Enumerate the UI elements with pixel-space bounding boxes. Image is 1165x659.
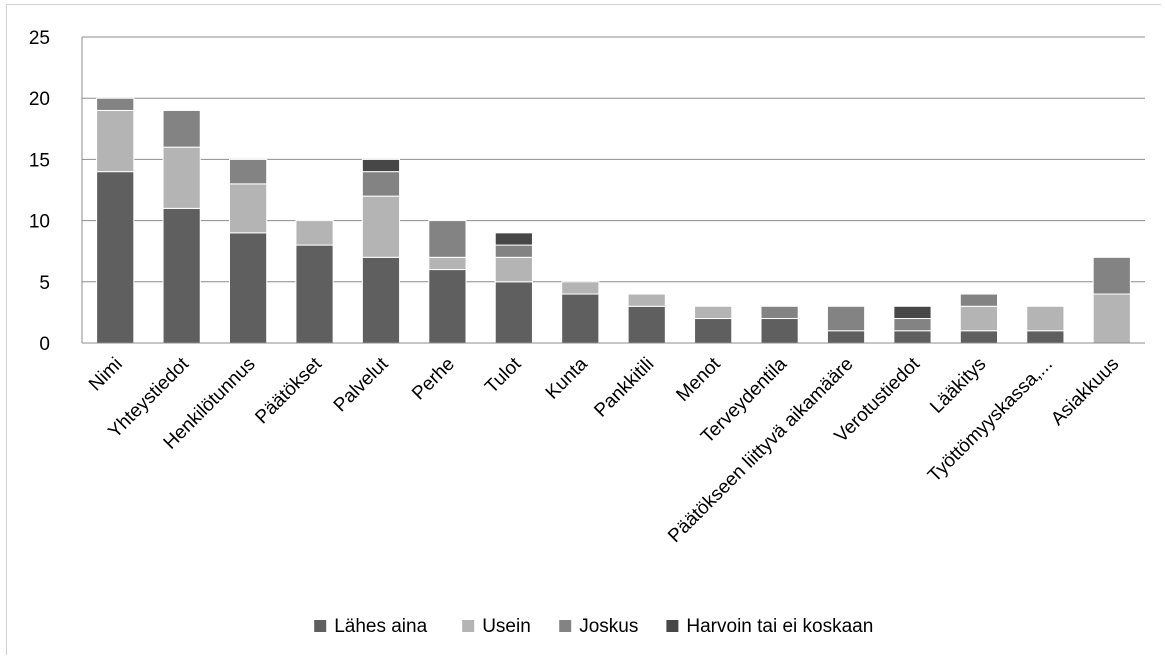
bar-segment (228, 158, 268, 185)
bar-segment (96, 171, 135, 344)
bar-segment (893, 330, 932, 344)
bar-segment (893, 318, 932, 332)
legend: Lähes aina Usein Joskus Harvoin tai ei kosk… (314, 616, 873, 637)
legend-label: Usein (482, 616, 531, 637)
bar-segment (361, 195, 401, 258)
bar-segment (1092, 293, 1131, 344)
bar-segment (361, 171, 401, 197)
x-category-label: Lääkitys (926, 354, 990, 418)
bar-segment (428, 269, 467, 344)
bar-segment (627, 305, 666, 344)
bar-segment (959, 293, 999, 307)
bar-segment (162, 146, 201, 209)
y-axis-tick-labels: 0 5 10 15 20 25 (29, 28, 50, 355)
bar-segment (361, 158, 401, 173)
x-category-label: Asiakkuus (1047, 354, 1123, 430)
y-tick-label: 25 (29, 28, 50, 49)
bar-segment (694, 305, 733, 320)
legend-label: Lähes aina (334, 616, 427, 637)
bar-segment (428, 220, 467, 258)
bar-segment (494, 256, 533, 283)
bar-segment (826, 305, 866, 332)
bar-segment (826, 330, 866, 344)
bar-segment (361, 256, 401, 344)
bar-segment (494, 244, 533, 258)
bar-segment (561, 293, 600, 344)
legend-swatch (462, 620, 475, 632)
x-category-label: Perhe (408, 354, 459, 405)
bar-segment (1026, 330, 1065, 344)
legend-label: Harvoin tai ei koskaan (686, 616, 873, 637)
x-category-label: Työttömyyskassa,... (924, 354, 1057, 487)
x-category-label: Nimi (85, 354, 127, 396)
bar-segment (295, 220, 334, 246)
bar-segment (1026, 305, 1065, 332)
bar-segment (162, 109, 201, 148)
bar-segment (494, 281, 533, 344)
y-tick-label: 20 (29, 89, 50, 110)
y-tick-label: 0 (39, 334, 50, 355)
bar-segment (694, 318, 733, 344)
legend-swatch (559, 620, 572, 632)
x-category-label: Palvelut (330, 353, 393, 416)
bar-segment (96, 109, 135, 173)
bar-segment (295, 244, 334, 344)
bar-segment (228, 232, 268, 344)
bar-segment (428, 256, 467, 271)
bar-segment (1092, 256, 1131, 295)
x-category-label: Pankkitili (590, 354, 658, 422)
axes (81, 37, 1145, 344)
y-tick-label: 5 (39, 273, 50, 294)
legend-swatch (666, 620, 679, 632)
y-tick-label: 10 (29, 212, 50, 233)
bar-segment (959, 330, 999, 344)
x-category-label: Kunta (542, 353, 592, 403)
bar-segment (228, 183, 268, 234)
bars (96, 97, 1131, 344)
x-category-label: Päätökset (251, 353, 326, 428)
bar-segment (627, 293, 666, 307)
legend-label: Joskus (579, 616, 638, 637)
x-category-label: Tulot (481, 353, 526, 398)
y-tick-label: 15 (29, 150, 50, 171)
bar-segment (494, 232, 533, 246)
x-category-label: Menot (672, 353, 725, 406)
bar-segment (162, 207, 201, 344)
bar-segment (561, 281, 600, 295)
bar-segment (96, 97, 135, 111)
bar-segment (893, 305, 932, 320)
bar-segment (760, 305, 799, 320)
legend-swatch (314, 620, 327, 632)
bar-segment (959, 305, 999, 332)
bar-segment (760, 318, 799, 344)
